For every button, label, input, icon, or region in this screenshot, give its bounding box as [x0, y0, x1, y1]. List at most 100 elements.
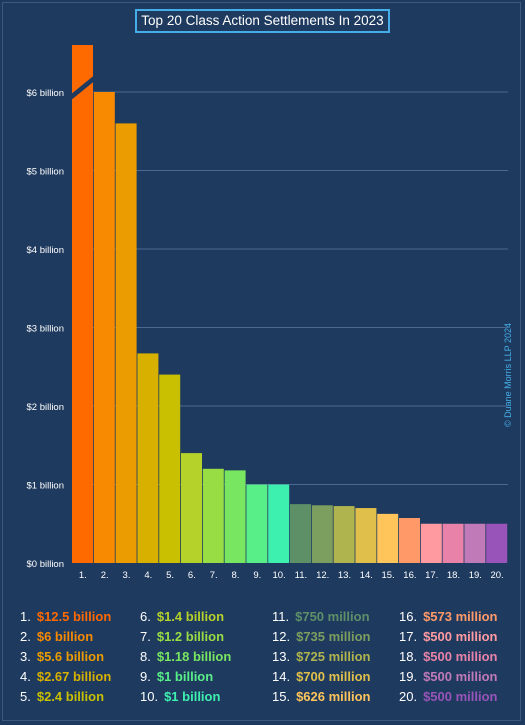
- legend-item: 4. $2.67 billion: [20, 669, 111, 684]
- legend-rank: 11.: [272, 609, 290, 624]
- bar-12: [311, 505, 333, 563]
- bar-14: [355, 508, 377, 563]
- legend-value: $5.6 billion: [36, 649, 105, 664]
- x-tick-label: 10.: [272, 570, 285, 581]
- y-tick-label: $1 billion: [27, 481, 65, 492]
- bar-4: [137, 353, 159, 563]
- x-tick-label: 1.: [79, 570, 87, 581]
- legend-rank: 16.: [399, 609, 418, 624]
- legend-value: $1 billion: [164, 689, 221, 704]
- legend-item: 11. $750 million: [272, 609, 370, 624]
- legend-value: $626 million: [296, 689, 371, 704]
- legend-item: 16. $573 million: [399, 609, 498, 624]
- legend-rank: 17.: [399, 629, 418, 644]
- bar-9: [246, 484, 268, 563]
- legend-value: $2.4 billion: [36, 689, 105, 704]
- bar-8: [224, 470, 246, 563]
- x-tick-label: 9.: [253, 570, 261, 581]
- y-tick-label: $5 billion: [27, 167, 65, 178]
- bar-7: [202, 468, 224, 563]
- legend-item: 18. $500 million: [399, 649, 498, 664]
- legend-rank: 9.: [140, 669, 151, 684]
- legend-rank: 8.: [140, 649, 151, 664]
- x-tick-label: 18.: [447, 570, 460, 581]
- legend-item: 2. $6 billion: [20, 629, 93, 644]
- legend-item: 8. $1.18 billion: [140, 649, 231, 664]
- legend-item: 6. $1.4 billion: [140, 609, 224, 624]
- legend-rank: 1.: [20, 609, 31, 624]
- x-tick-label: 4.: [144, 570, 152, 581]
- x-tick-label: 19.: [469, 570, 482, 581]
- legend-value: $735 million: [296, 629, 371, 644]
- chart-title: Top 20 Class Action Settlements In 2023: [135, 9, 390, 33]
- x-tick-label: 3.: [123, 570, 131, 581]
- legend-item: 7. $1.2 billion: [140, 629, 224, 644]
- bar-17: [420, 523, 442, 563]
- legend-value: $6 billion: [36, 629, 94, 644]
- x-tick-label: 11.: [295, 570, 308, 581]
- bar-1: [72, 45, 93, 563]
- bar-2: [93, 92, 115, 563]
- y-tick-label: $0 billion: [27, 559, 65, 570]
- legend-rank: 4.: [20, 669, 31, 684]
- bar-5: [159, 374, 181, 563]
- legend-rank: 13.: [272, 649, 291, 664]
- y-tick-label: $6 billion: [27, 88, 65, 99]
- legend-value: $1.18 billion: [156, 649, 232, 664]
- legend-value: $500 million: [423, 669, 498, 684]
- legend-item: 1. $12.5 billion: [20, 609, 111, 624]
- legend-rank: 19.: [399, 669, 418, 684]
- bar-20: [486, 523, 508, 563]
- bar-19: [464, 523, 486, 563]
- legend-item: 5. $2.4 billion: [20, 689, 104, 704]
- legend-value: $500 million: [423, 649, 498, 664]
- legend-item: 14. $700 million: [272, 669, 371, 684]
- legend-rank: 2.: [20, 629, 31, 644]
- legend-rank: 14.: [272, 669, 291, 684]
- x-tick-label: 14.: [360, 570, 373, 581]
- bar-13: [333, 506, 355, 563]
- legend-rank: 3.: [20, 649, 31, 664]
- value-legend: 1. $12.5 billion 2. $6 billion 3. $5.6 billio…: [0, 605, 525, 715]
- x-tick-label: 2.: [101, 570, 109, 581]
- x-tick-label: 20.: [490, 570, 503, 581]
- legend-item: 9. $1 billion: [140, 669, 213, 684]
- x-tick-label: 15.: [381, 570, 394, 581]
- legend-value: $750 million: [295, 609, 370, 624]
- legend-value: $1.2 billion: [156, 629, 225, 644]
- y-tick-label: $4 billion: [27, 245, 65, 256]
- legend-rank: 20.: [399, 689, 418, 704]
- legend-item: 13. $725 million: [272, 649, 371, 664]
- legend-item: 12. $735 million: [272, 629, 371, 644]
- legend-value: $12.5 billion: [36, 609, 112, 624]
- bar-15: [377, 513, 399, 563]
- x-tick-label: 7.: [210, 570, 218, 581]
- copyright-watermark: © Duane Morris LLP 2024: [503, 322, 513, 428]
- axis-break-mark: [70, 74, 96, 101]
- legend-value: $500 million: [423, 689, 498, 704]
- legend-rank: 6.: [140, 609, 151, 624]
- bar-6: [181, 453, 202, 563]
- x-tick-label: 17.: [425, 570, 438, 581]
- bar-16: [399, 518, 420, 563]
- bar-3: [115, 123, 137, 564]
- x-tick-label: 8.: [232, 570, 240, 581]
- legend-rank: 10.: [140, 689, 159, 704]
- legend-item: 10. $1 billion: [140, 689, 220, 704]
- legend-rank: 15.: [272, 689, 291, 704]
- legend-value: $725 million: [296, 649, 371, 664]
- x-tick-label: 16.: [403, 570, 416, 581]
- legend-item: 20. $500 million: [399, 689, 498, 704]
- bar-chart: $0 billion $1 billion $2 billion $3 billion…: [27, 45, 508, 581]
- legend-item: 15. $626 million: [272, 689, 371, 704]
- x-tick-label: 13.: [338, 570, 351, 581]
- x-tick-label: 5.: [166, 570, 174, 581]
- legend-rank: 7.: [140, 629, 151, 644]
- bar-18: [442, 523, 464, 563]
- legend-value: $2.67 billion: [36, 669, 112, 684]
- legend-rank: 12.: [272, 629, 291, 644]
- legend-rank: 5.: [20, 689, 31, 704]
- bar-10: [268, 484, 290, 563]
- legend-value: $700 million: [296, 669, 371, 684]
